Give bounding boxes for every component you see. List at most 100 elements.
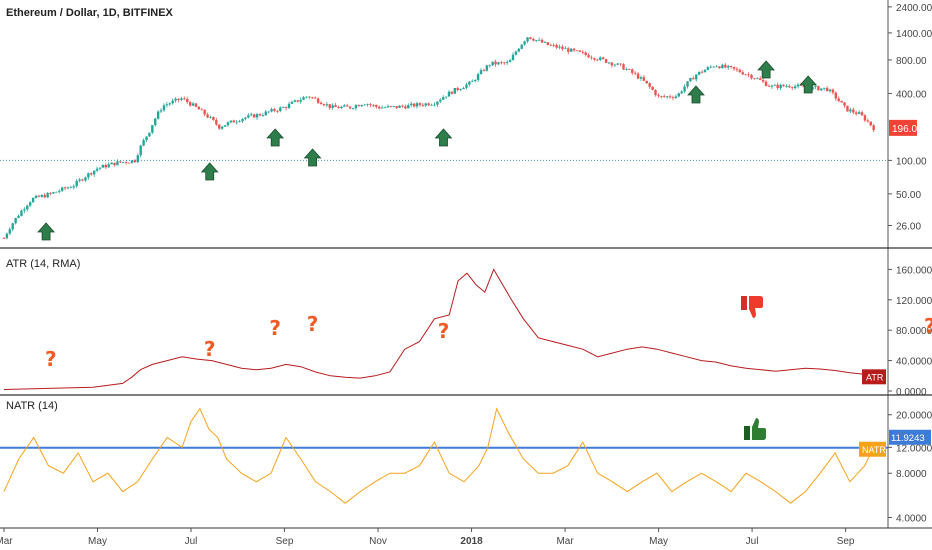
candle-body xyxy=(412,103,416,107)
candle-body xyxy=(444,96,448,98)
candle-body xyxy=(267,111,270,113)
candle-body xyxy=(215,119,218,125)
candle-body xyxy=(325,104,329,106)
candle-body xyxy=(55,191,58,193)
candle-body xyxy=(703,69,707,73)
candle-body xyxy=(535,39,538,41)
candle-body xyxy=(776,84,779,89)
candle-body xyxy=(753,78,756,80)
candle-body xyxy=(488,65,491,67)
candle-body xyxy=(299,99,302,102)
candle-body xyxy=(279,107,282,111)
candle-body xyxy=(314,97,317,99)
y-tick-label: 100.00 xyxy=(896,156,927,167)
candle-body xyxy=(462,87,465,90)
candle-body xyxy=(479,70,483,75)
candle-body xyxy=(785,86,788,87)
up-arrow-icon xyxy=(799,75,818,94)
x-tick-label: Sep xyxy=(837,536,855,547)
candle-body xyxy=(255,114,259,118)
candle-body xyxy=(354,105,358,109)
candle-body xyxy=(136,155,139,163)
up-arrow-icon xyxy=(37,222,55,241)
candle-body xyxy=(372,104,375,106)
candle-body xyxy=(252,114,256,118)
candle-body xyxy=(2,238,6,239)
candle-body xyxy=(587,54,590,58)
natr-panel-title: NATR (14) xyxy=(6,400,58,412)
candle-body xyxy=(302,97,305,100)
candle-body xyxy=(37,195,41,197)
candle-body xyxy=(555,45,558,48)
candle-body xyxy=(601,57,605,60)
candle-body xyxy=(584,52,587,55)
candle-body xyxy=(494,61,497,65)
candle-body xyxy=(831,89,835,93)
candle-body xyxy=(87,173,90,178)
candle-body xyxy=(825,87,829,92)
candle-body xyxy=(447,91,451,97)
candle-body xyxy=(250,114,253,116)
candle-body xyxy=(90,173,93,175)
candle-body xyxy=(357,105,361,107)
candle-body xyxy=(628,69,631,70)
up-arrow-icon xyxy=(303,148,322,167)
candle-body xyxy=(17,215,20,218)
candle-body xyxy=(581,51,584,53)
candle-body xyxy=(154,118,157,126)
x-tick-label: Jul xyxy=(185,536,198,547)
candle-body xyxy=(654,89,657,96)
candle-body xyxy=(750,74,753,79)
candle-body xyxy=(415,103,419,107)
candle-body xyxy=(590,57,593,59)
candle-body xyxy=(657,95,660,97)
y-tick-label: 1400.00 xyxy=(896,29,932,40)
candle-body xyxy=(392,106,395,107)
candle-body xyxy=(319,102,323,105)
y-tick-label: 4.0000 xyxy=(896,513,927,524)
candle-body xyxy=(860,112,864,116)
price-plot: 196.03 xyxy=(0,37,923,241)
candle-body xyxy=(834,92,838,99)
candle-body xyxy=(258,114,262,116)
candle-body xyxy=(31,197,35,203)
candle-body xyxy=(316,98,320,103)
y-tick-label: 40.0000 xyxy=(896,357,932,368)
candle-body xyxy=(575,50,579,52)
candle-body xyxy=(823,87,826,89)
candle-body xyxy=(72,186,76,188)
candle-body xyxy=(23,209,26,211)
candle-body xyxy=(561,46,564,49)
candle-body xyxy=(107,164,110,168)
candle-body xyxy=(366,104,369,106)
question-mark-icon: ? xyxy=(924,314,932,338)
candle-body xyxy=(407,105,410,109)
candle-body xyxy=(756,78,759,80)
candle-body xyxy=(395,106,398,108)
candle-body xyxy=(529,37,532,40)
candle-body xyxy=(793,86,797,89)
candle-body xyxy=(116,161,119,166)
candle-body xyxy=(619,63,622,65)
candle-body xyxy=(203,109,206,115)
natr-label: NATR xyxy=(862,445,886,455)
candle-body xyxy=(276,110,279,112)
candle-body xyxy=(171,100,174,104)
candle-body xyxy=(159,110,163,112)
candle-body xyxy=(665,96,669,98)
candle-body xyxy=(764,81,768,86)
candle-body xyxy=(712,66,715,68)
candle-body xyxy=(168,103,171,105)
candle-body xyxy=(264,111,267,116)
thumbs-down-icon xyxy=(741,296,763,318)
candle-body xyxy=(308,96,311,98)
candle-body xyxy=(287,103,291,109)
candle-body xyxy=(517,48,521,52)
candle-body xyxy=(715,66,718,68)
candle-body xyxy=(34,195,38,198)
candle-body xyxy=(151,125,154,133)
candle-body xyxy=(761,79,765,82)
candle-body xyxy=(180,98,183,100)
candle-body xyxy=(695,74,698,80)
y-tick-label: 120.0000 xyxy=(896,296,932,307)
